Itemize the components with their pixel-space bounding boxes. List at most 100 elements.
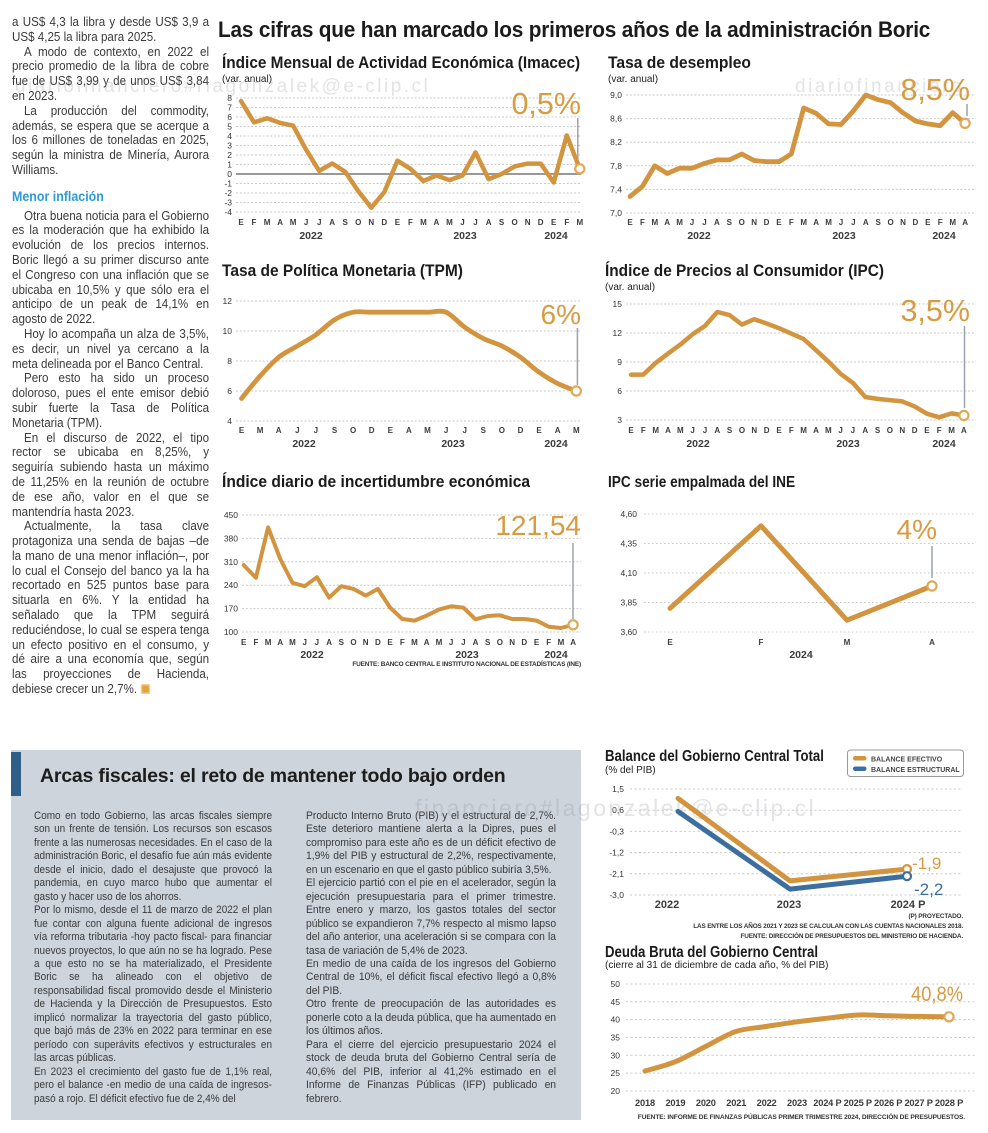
- svg-text:A: A: [555, 426, 561, 435]
- svg-text:-2: -2: [224, 188, 232, 198]
- svg-text:J: J: [315, 638, 319, 647]
- svg-text:6: 6: [227, 112, 232, 122]
- svg-text:2021: 2021: [726, 1098, 746, 1108]
- svg-text:8,2: 8,2: [610, 137, 622, 147]
- svg-text:E: E: [776, 218, 782, 227]
- svg-text:2024 P: 2024 P: [813, 1098, 841, 1108]
- svg-text:J: J: [851, 218, 855, 227]
- svg-text:N: N: [899, 426, 905, 435]
- svg-text:J: J: [462, 426, 466, 435]
- svg-text:N: N: [363, 638, 369, 647]
- svg-text:D: D: [375, 638, 381, 647]
- svg-text:450: 450: [224, 510, 238, 520]
- svg-text:8: 8: [227, 93, 232, 103]
- svg-text:O: O: [887, 218, 893, 227]
- svg-text:N: N: [900, 218, 906, 227]
- svg-text:M: M: [558, 638, 565, 647]
- svg-text:A: A: [714, 218, 720, 227]
- svg-text:E: E: [388, 426, 394, 435]
- svg-text:J: J: [304, 218, 308, 227]
- svg-text:A: A: [929, 638, 935, 647]
- svg-text:7,8: 7,8: [610, 161, 622, 171]
- svg-text:2022: 2022: [757, 1098, 777, 1108]
- svg-text:FUENTE: BANCO CENTRAL E INSTIT: FUENTE: BANCO CENTRAL E INSTITUTO NACION…: [352, 659, 581, 668]
- svg-text:M: M: [257, 426, 264, 435]
- svg-text:E: E: [924, 426, 930, 435]
- svg-text:4%: 4%: [897, 514, 937, 545]
- svg-text:2024: 2024: [544, 230, 568, 242]
- svg-text:E: E: [925, 218, 931, 227]
- svg-text:6: 6: [227, 386, 232, 396]
- svg-text:25: 25: [611, 1068, 621, 1078]
- svg-text:7: 7: [227, 103, 232, 113]
- svg-text:M: M: [825, 218, 832, 227]
- svg-text:3: 3: [227, 141, 232, 151]
- svg-text:2026 P: 2026 P: [874, 1098, 902, 1108]
- svg-text:0: 0: [227, 169, 232, 179]
- svg-text:J: J: [444, 426, 448, 435]
- svg-text:4,35: 4,35: [620, 539, 637, 549]
- svg-text:E: E: [667, 638, 673, 647]
- svg-text:2024 P: 2024 P: [891, 899, 926, 911]
- svg-text:2027 P: 2027 P: [904, 1098, 932, 1108]
- svg-text:2023: 2023: [836, 438, 860, 450]
- svg-text:35: 35: [611, 1033, 621, 1043]
- svg-text:2028 P: 2028 P: [935, 1098, 963, 1108]
- svg-text:M: M: [651, 218, 658, 227]
- svg-text:J: J: [703, 426, 707, 435]
- svg-text:J: J: [461, 638, 465, 647]
- svg-text:2023: 2023: [777, 899, 801, 911]
- svg-text:J: J: [460, 218, 464, 227]
- svg-text:2023: 2023: [453, 230, 477, 242]
- svg-text:2023: 2023: [455, 649, 479, 661]
- svg-text:-2,2: -2,2: [914, 880, 943, 899]
- svg-text:F: F: [938, 218, 943, 227]
- svg-text:8,6: 8,6: [610, 114, 622, 124]
- svg-text:D: D: [538, 218, 544, 227]
- svg-text:E: E: [387, 638, 393, 647]
- svg-text:S: S: [343, 218, 349, 227]
- svg-text:-1,2: -1,2: [609, 848, 624, 858]
- svg-text:E: E: [628, 426, 634, 435]
- svg-text:M: M: [576, 218, 583, 227]
- svg-text:E: E: [627, 218, 633, 227]
- svg-text:A: A: [962, 218, 968, 227]
- svg-text:N: N: [368, 218, 374, 227]
- svg-text:S: S: [876, 218, 882, 227]
- svg-text:O: O: [497, 638, 503, 647]
- svg-text:45: 45: [611, 997, 621, 1007]
- svg-text:-3,0: -3,0: [609, 890, 624, 900]
- svg-text:2022: 2022: [686, 438, 710, 450]
- svg-text:170: 170: [224, 604, 238, 614]
- svg-text:3,85: 3,85: [620, 598, 637, 608]
- svg-text:A: A: [486, 218, 492, 227]
- svg-text:M: M: [948, 426, 955, 435]
- svg-text:6: 6: [617, 386, 622, 396]
- svg-text:7,4: 7,4: [610, 184, 622, 194]
- svg-text:S: S: [875, 426, 881, 435]
- svg-text:J: J: [449, 638, 453, 647]
- svg-text:A: A: [329, 218, 335, 227]
- svg-text:15: 15: [613, 299, 623, 309]
- svg-text:O: O: [350, 638, 356, 647]
- svg-text:BALANCE ESTRUCTURAL: BALANCE ESTRUCTURAL: [871, 767, 960, 774]
- svg-text:O: O: [499, 426, 505, 435]
- svg-text:1: 1: [227, 160, 232, 170]
- svg-text:310: 310: [224, 557, 238, 567]
- svg-text:O: O: [887, 426, 893, 435]
- svg-text:D: D: [764, 426, 770, 435]
- svg-text:M: M: [800, 426, 807, 435]
- svg-text:40: 40: [611, 1015, 621, 1025]
- svg-text:2019: 2019: [665, 1098, 685, 1108]
- svg-text:N: N: [525, 218, 531, 227]
- svg-text:A: A: [326, 638, 332, 647]
- svg-text:A: A: [714, 426, 720, 435]
- svg-text:F: F: [252, 218, 257, 227]
- svg-text:A: A: [277, 218, 283, 227]
- svg-text:M: M: [573, 426, 580, 435]
- svg-text:A: A: [813, 426, 819, 435]
- svg-text:2018: 2018: [635, 1098, 655, 1108]
- svg-text:S: S: [485, 638, 491, 647]
- svg-text:F: F: [641, 426, 646, 435]
- svg-text:J: J: [690, 426, 694, 435]
